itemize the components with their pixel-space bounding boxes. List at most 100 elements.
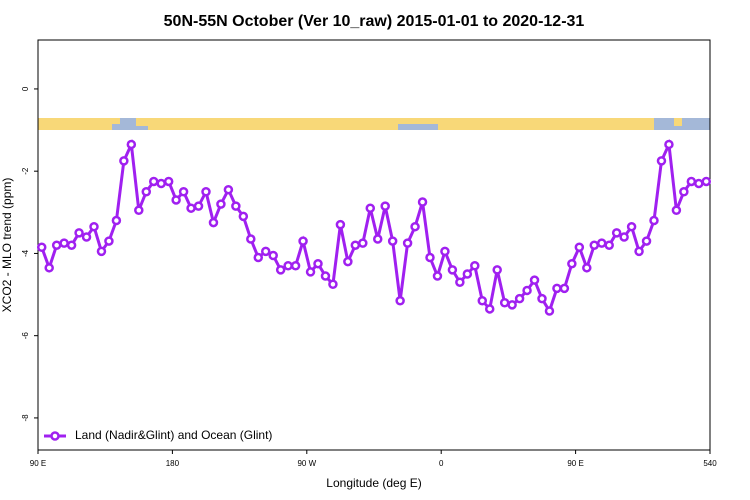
data-point [679,186,689,197]
x-tick-label: 90 E [30,459,46,468]
data-point [477,295,488,306]
data-point [604,240,614,250]
data-point [470,261,480,271]
data-point [694,178,704,189]
data-point [305,267,316,277]
data-point [44,263,54,273]
data-point [514,293,525,304]
data-point [567,258,577,269]
data-point [492,265,502,275]
x-tick-label: 90 W [297,459,316,468]
y-axis-label: XCO2 - MLO trend (ppm) [0,178,14,313]
data-point [365,203,376,213]
data-point [148,176,159,187]
data-point [559,283,570,294]
data-point [89,221,99,232]
data-point [440,246,450,257]
data-point [201,186,211,197]
data-point [208,217,219,228]
data-point [119,156,129,166]
data-point [582,263,592,273]
data-point [626,221,637,232]
chart-title: 50N-55N October (Ver 10_raw) 2015-01-01 … [164,13,585,30]
data-point [484,304,495,314]
y-tick-label: -6 [21,332,30,340]
data-point [455,277,465,287]
data-point [36,242,47,253]
data-point [171,195,181,205]
data-point [686,176,697,187]
data-point [51,240,62,250]
data-point [671,205,682,216]
x-tick-label: 180 [166,459,180,468]
data-point [507,300,517,310]
data-point [372,234,383,244]
data-point [596,238,607,248]
data-point [163,176,174,187]
data-point [649,215,659,226]
data-point [66,240,77,250]
data-point [193,201,204,211]
data-point [611,228,622,238]
land-ocean-strip [38,118,710,130]
data-point [641,236,652,246]
data-point [238,211,249,222]
data-point [350,240,361,250]
data-point [335,219,346,230]
data-point [529,275,540,285]
legend: Land (Nadir&Glint) and Ocean (Glint) [44,428,272,442]
data-point [223,184,234,195]
y-tick-label: -2 [21,167,30,175]
series-line [40,138,707,315]
data-point [358,238,368,248]
data-point [499,298,510,308]
y-tick-label: -8 [21,414,30,422]
data-point [178,186,189,197]
x-axis-label: Longitude (deg E) [326,476,421,490]
data-point [290,261,301,271]
y-tick-label: 0 [21,86,30,91]
data-point [59,238,69,248]
data-point [156,178,166,189]
data-point [589,240,600,250]
data-point [462,269,473,279]
data-point [395,295,405,306]
data-point [246,234,256,244]
data-point [447,265,458,275]
data-point [522,285,532,296]
data-point [283,261,293,271]
x-tick-label: 0 [439,459,444,468]
data-point [417,197,428,207]
data-point [74,228,84,238]
data-point [134,205,144,216]
data-point [432,271,443,281]
data-point [253,252,264,263]
data-point [298,236,308,246]
data-point [544,306,555,316]
y-tick-label: -4 [21,249,30,257]
data-point [275,265,286,275]
data-point [574,242,585,253]
data-point [81,232,92,242]
data-point [343,256,353,267]
data-point [425,252,435,263]
data-point [313,258,323,269]
data-point [216,199,226,209]
data-point [268,250,278,261]
legend-marker [50,431,60,441]
data-point [328,279,338,290]
data-point [111,215,122,226]
data-point [656,156,667,166]
data-point [537,293,547,304]
data-point [402,238,413,248]
data-point [126,139,137,150]
data-point [410,221,420,232]
data-point [186,203,196,213]
data-point [552,283,562,294]
x-tick-label: 90 E [567,459,583,468]
x-tick-label: 540 [703,459,717,468]
legend-label: Land (Nadir&Glint) and Ocean (Glint) [75,428,272,442]
data-point [619,232,629,242]
